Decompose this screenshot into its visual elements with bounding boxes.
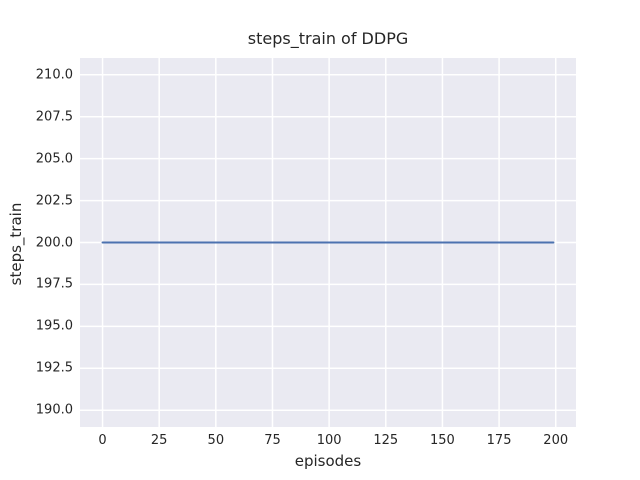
x-axis-tick-label: 0	[98, 433, 107, 448]
y-axis-tick-label: 202.5	[35, 193, 73, 209]
x-axis-tick-label: 100	[316, 433, 342, 448]
y-axis-label: steps_train	[7, 202, 25, 286]
y-axis-tick-label: 205.0	[35, 151, 73, 167]
x-axis-tick-label: 25	[150, 433, 168, 448]
x-axis-tick-label: 125	[373, 433, 399, 448]
y-axis-tick-label: 190.0	[35, 402, 73, 418]
x-axis-label: episodes	[294, 452, 362, 470]
x-axis-tick-label: 150	[430, 433, 455, 448]
x-axis-tick-label: 200	[543, 433, 569, 448]
y-axis-tick-label: 210.0	[35, 67, 73, 83]
plot-area	[80, 58, 576, 427]
y-axis-tick-label: 207.5	[35, 109, 73, 125]
y-axis-tick-label: 192.5	[35, 360, 73, 376]
y-axis-tick-label: 200.0	[35, 235, 73, 250]
y-axis-tick-label: 197.5	[35, 276, 73, 292]
y-axis-tick-label: 195.0	[35, 318, 73, 334]
plot-canvas	[80, 58, 576, 427]
x-axis-tick-label: 175	[486, 433, 512, 448]
x-axis-tick-label: 75	[264, 433, 281, 448]
chart-title: steps_train of DDPG	[247, 29, 409, 48]
x-axis-tick-label: 50	[207, 433, 225, 448]
